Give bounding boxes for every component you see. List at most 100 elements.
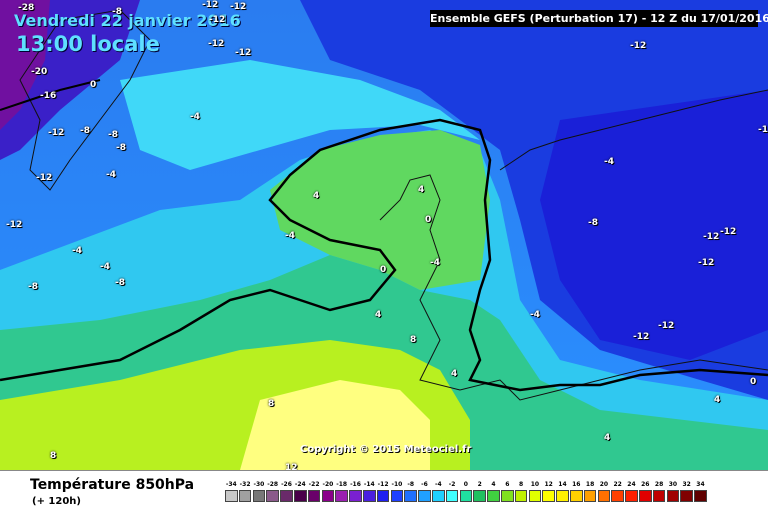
- scale-swatch: [611, 490, 624, 502]
- scale-swatch: [418, 490, 431, 502]
- scale-step: -4: [432, 481, 445, 503]
- scale-tick-label: -10: [391, 481, 403, 488]
- scale-tick-label: -30: [253, 481, 265, 488]
- scale-step: 14: [556, 481, 569, 503]
- scale-step: -28: [266, 481, 279, 503]
- isotherm-label: 0: [90, 80, 97, 90]
- scale-tick-label: -6: [421, 481, 428, 488]
- isotherm-label: 0: [750, 377, 757, 387]
- variable-title: Température 850hPa: [30, 477, 195, 493]
- scale-tick-label: 18: [585, 481, 595, 488]
- legend-bar: Température 850hPa (+ 120h) -34 -32 -30 -28…: [0, 470, 768, 512]
- isotherm-label: -12: [209, 15, 226, 25]
- isotherm-label: -12: [630, 41, 647, 51]
- scale-swatch: [487, 490, 500, 502]
- scale-step: -8: [404, 481, 417, 503]
- scale-step: 8: [514, 481, 528, 503]
- scale-step: -16: [349, 481, 362, 503]
- scale-tick-label: 26: [641, 481, 650, 488]
- scale-swatch: [225, 490, 238, 502]
- scale-tick-label: -34: [225, 481, 237, 488]
- isotherm-label: -12: [703, 232, 720, 242]
- scale-tick-label: 0: [463, 481, 468, 488]
- scale-swatch: [680, 490, 693, 502]
- copyright-notice: Copyright © 2015 Meteociel.fr: [300, 444, 472, 455]
- scale-swatch: [570, 490, 583, 502]
- temperature-map: [0, 0, 768, 470]
- isotherm-label: -8: [28, 282, 38, 292]
- isotherm-label: 4: [714, 395, 721, 405]
- isotherm-label: 0: [380, 265, 387, 275]
- scale-step: -6: [418, 481, 431, 503]
- scale-swatch: [280, 490, 293, 502]
- isotherm-label: 4: [604, 433, 611, 443]
- lead-time: (+ 120h): [32, 496, 81, 507]
- scale-step: 32: [680, 481, 693, 503]
- scale-step: 28: [652, 481, 666, 503]
- isotherm-label: 8: [410, 335, 417, 345]
- isotherm-label: -12: [202, 0, 219, 10]
- scale-tick-label: -8: [407, 481, 415, 488]
- isotherm-label: -8: [115, 278, 125, 288]
- scale-step: 0: [459, 481, 473, 503]
- scale-swatch: [473, 490, 486, 502]
- scale-tick-label: -24: [294, 481, 306, 488]
- green-zone-britain: [270, 130, 490, 290]
- model-run-label: Ensemble GEFS (Perturbation 17) - 12 Z d…: [430, 10, 768, 27]
- isotherm-label: -8: [112, 7, 122, 17]
- scale-tick-label: -32: [239, 481, 251, 488]
- scale-swatch: [528, 490, 542, 502]
- scale-tick-label: -26: [281, 481, 292, 488]
- scale-swatch: [556, 490, 569, 502]
- scale-swatch: [445, 490, 459, 502]
- isotherm-label: -12: [48, 128, 65, 138]
- scale-step: 18: [583, 481, 597, 503]
- scale-tick-label: 8: [519, 481, 524, 488]
- extreme-cold-zone-northwest: [0, 0, 50, 130]
- very-cold-zone-east: [540, 90, 768, 360]
- isotherm-label: -12: [658, 321, 675, 331]
- europe-coast: [379, 174, 768, 401]
- isotherm-label: -20: [31, 67, 48, 77]
- scale-step: -34: [225, 481, 238, 503]
- isotherm-label: -12: [36, 173, 53, 183]
- scale-tick-label: 28: [654, 481, 664, 488]
- scale-tick-label: 14: [558, 481, 567, 488]
- scale-tick-label: 6: [505, 481, 510, 488]
- scale-swatch: [694, 490, 707, 502]
- scale-step: 12: [542, 481, 555, 503]
- isotherm-label: -4: [72, 246, 82, 256]
- scale-step: 20: [597, 481, 611, 503]
- isotherm-label: -28: [18, 3, 35, 13]
- scale-swatch: [652, 490, 666, 502]
- scale-swatch: [376, 490, 390, 502]
- scale-step: 26: [639, 481, 652, 503]
- isotherm-label: -12: [230, 2, 247, 12]
- scale-swatch: [307, 490, 321, 502]
- scale-tick-label: 32: [682, 481, 691, 488]
- scale-step: 4: [487, 481, 500, 503]
- valid-time: 13:00 locale: [16, 32, 160, 56]
- scale-step: -32: [238, 481, 252, 503]
- scandinavia-coast: [499, 89, 768, 171]
- scale-step: -20: [321, 481, 335, 503]
- isotherm-label: 8: [50, 451, 57, 461]
- isotherm-label: -8: [80, 126, 90, 136]
- isotherm-label: 4: [418, 185, 425, 195]
- isotherm-label: -4: [604, 157, 614, 167]
- scale-tick-label: 16: [572, 481, 581, 488]
- scale-swatch: [625, 490, 638, 502]
- scale-step: -2: [445, 481, 459, 503]
- scale-step: 34: [694, 481, 707, 503]
- isotherm-label: -12: [208, 39, 225, 49]
- scale-swatch: [238, 490, 252, 502]
- scale-swatch: [501, 490, 514, 502]
- isotherm-label: -8: [588, 218, 598, 228]
- scale-tick-label: 4: [491, 481, 496, 488]
- scale-swatch: [514, 490, 528, 502]
- isotherm-label: -8: [116, 143, 126, 153]
- scale-swatch: [542, 490, 555, 502]
- scale-step: -30: [252, 481, 266, 503]
- greenland-coast: [19, 9, 151, 191]
- scale-step: 22: [611, 481, 624, 503]
